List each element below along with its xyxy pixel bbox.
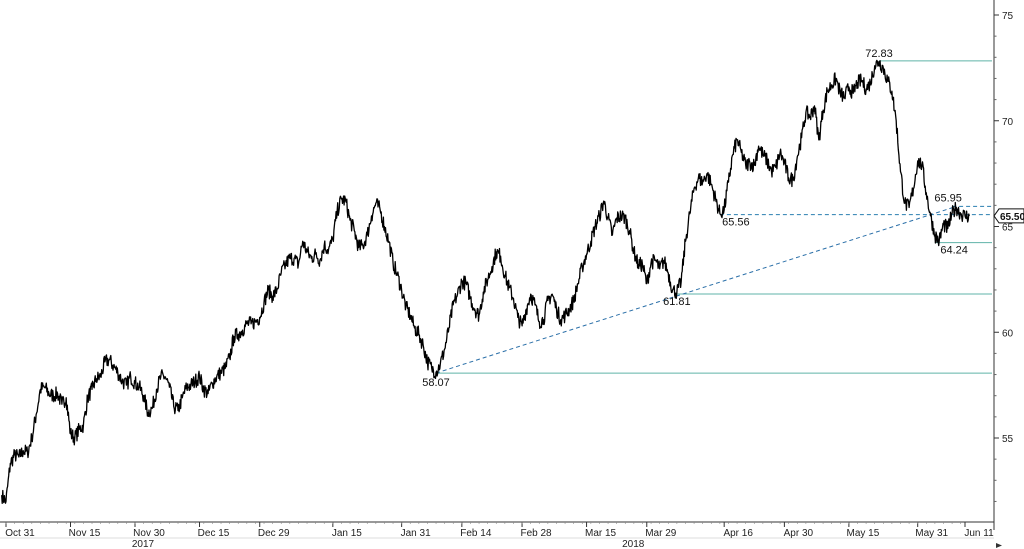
- x-tick-label: Jun 11: [964, 528, 994, 539]
- level-label: 64.24: [940, 245, 968, 257]
- x-tick-label: Jan 15: [332, 528, 362, 539]
- price-series-line: [1, 59, 970, 504]
- level-labels-group: 72.83 65.95 65.56 64.24 61.81 58.07: [422, 48, 968, 389]
- trendline-group: [435, 205, 957, 374]
- x-tick-label: Feb 14: [460, 528, 492, 539]
- x-axis: Oct 31 Nov 15 Nov 30 Dec 15 Dec 29 Jan 15 Jan …: [0, 521, 1002, 549]
- y-axis: 55 60 65 70 75: [993, 0, 1014, 530]
- y-tick-label: 70: [1002, 117, 1014, 128]
- level-label: 72.83: [865, 48, 893, 60]
- x-tick-label: Dec 29: [258, 528, 290, 539]
- x-year-label: 2017: [132, 539, 155, 549]
- x-tick-label: Apr 30: [784, 528, 814, 539]
- last-price-badge: 65.50: [993, 208, 1024, 224]
- level-label: 58.07: [422, 377, 450, 389]
- trendline: [435, 205, 957, 374]
- x-tick-label: Mar 15: [585, 528, 617, 539]
- level-label: 65.95: [934, 192, 962, 204]
- x-tick-label: May 15: [846, 528, 879, 539]
- last-price-badge-box: [993, 208, 1024, 224]
- y-tick-label: 75: [1002, 11, 1014, 22]
- level-label: 65.56: [722, 217, 750, 229]
- x-tick-label: Apr 16: [723, 528, 753, 539]
- x-tick-label: Feb 28: [520, 528, 552, 539]
- x-tick-label: Mar 29: [645, 528, 677, 539]
- x-year-label: 2018: [622, 539, 645, 549]
- axis-arrow-icon: [996, 543, 1002, 548]
- y-tick-label: 60: [1002, 328, 1014, 339]
- x-tick-label: Jan 31: [401, 528, 431, 539]
- x-tick-label: Nov 15: [69, 528, 101, 539]
- y-tick-label: 65: [1002, 223, 1014, 234]
- level-lines-group: [436, 60, 992, 374]
- series-group: [1, 59, 970, 504]
- x-tick-label: Dec 15: [198, 528, 230, 539]
- last-price-badge-text: 65.50: [1000, 212, 1024, 223]
- level-label: 61.81: [663, 296, 691, 308]
- x-tick-label: Oct 31: [5, 528, 35, 539]
- x-tick-label: Nov 30: [133, 528, 165, 539]
- x-tick-label: May 31: [915, 528, 948, 539]
- y-tick-label: 55: [1002, 434, 1014, 445]
